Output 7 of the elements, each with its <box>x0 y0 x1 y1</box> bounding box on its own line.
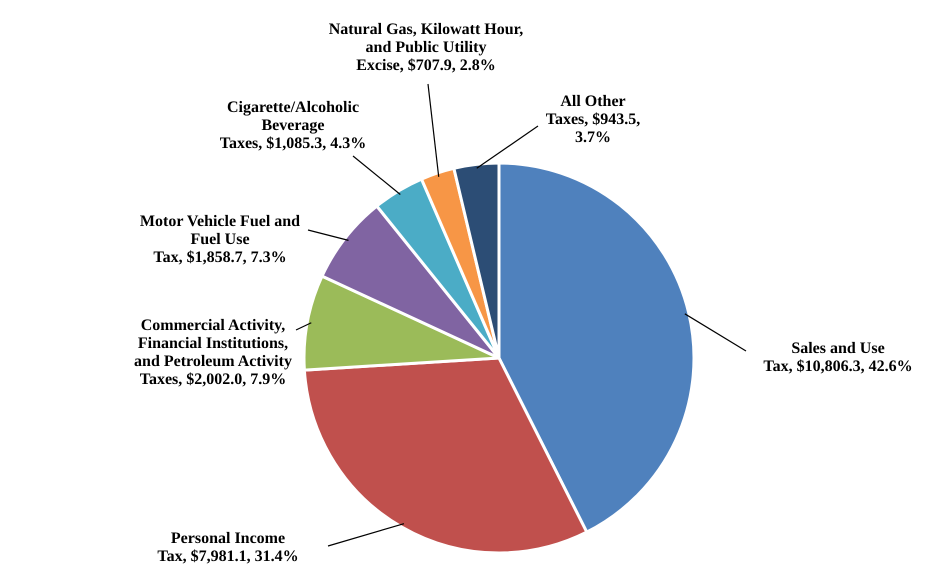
slice-label: Natural Gas, Kilowatt Hour, and Public Utility Excise, $707.9, 2.8% <box>328 20 524 74</box>
slice-label: Motor Vehicle Fuel and Fuel Use Tax, $1,858.7, 7.3% <box>140 212 300 266</box>
slice-label: Personal Income Tax, $7,981.1, 31.4% <box>157 530 299 565</box>
slice-label: All Other Taxes, $943.5, 3.7% <box>546 92 640 146</box>
slice-label: Sales and Use Tax, $10,806.3, 42.6% <box>763 340 913 375</box>
slice-label: Commercial Activity, Financial Institutions, and Petroleum Activity Taxes, $2,002.0, 7.9% <box>134 316 292 388</box>
slice-label: Cigarette/Alcoholic Beverage Taxes, $1,085.3, 4.3% <box>220 98 366 152</box>
